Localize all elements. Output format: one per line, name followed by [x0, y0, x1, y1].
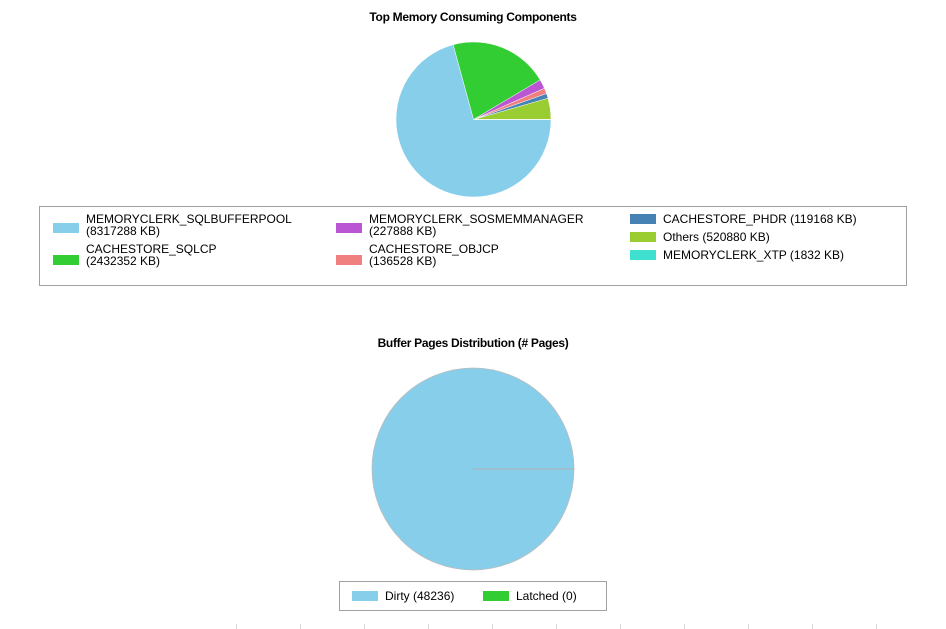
- tick-mark: [748, 624, 749, 629]
- legend-label: CACHESTORE_PHDR (119168 KB): [663, 212, 857, 226]
- legend-swatch: [630, 214, 656, 224]
- tick-mark: [364, 624, 365, 629]
- legend-swatch: [483, 591, 509, 601]
- tick-mark: [876, 624, 877, 629]
- legend-label: Dirty (48236): [385, 589, 455, 603]
- tick-mark: [812, 624, 813, 629]
- buffer-chart-legend: Dirty (48236) Latched (0): [339, 581, 607, 611]
- pie-slice-cachestore-sqlcp: [452, 41, 541, 120]
- bottom-tick-marks: [0, 624, 946, 629]
- tick-mark: [300, 624, 301, 629]
- tick-mark: [556, 624, 557, 629]
- buffer-pie-chart: [371, 367, 575, 571]
- legend-label: MEMORYCLERK_SQLBUFFERPOOL (8317288 KB): [86, 212, 292, 238]
- legend-label: CACHESTORE_SQLCP (2432352 KB): [86, 242, 217, 268]
- legend-label: MEMORYCLERK_SOSMEMMANAGER (227888 KB): [369, 212, 584, 238]
- tick-mark: [684, 624, 685, 629]
- legend-label: MEMORYCLERK_XTP (1832 KB): [663, 248, 844, 262]
- legend-label: Others (520880 KB): [663, 230, 770, 244]
- tick-mark: [620, 624, 621, 629]
- memory-chart-title: Top Memory Consuming Components: [369, 10, 577, 24]
- legend-swatch: [352, 591, 378, 601]
- legend-swatch: [336, 223, 362, 233]
- memory-chart-legend: MEMORYCLERK_SQLBUFFERPOOL (8317288 KB) C…: [39, 206, 907, 286]
- tick-mark: [428, 624, 429, 629]
- legend-label: CACHESTORE_OBJCP (136528 KB): [369, 242, 499, 268]
- tick-mark: [236, 624, 237, 629]
- pie-slice-memoryclerk-sqlbufferpool: [395, 44, 552, 198]
- legend-swatch: [630, 232, 656, 242]
- buffer-chart-title: Buffer Pages Distribution (# Pages): [377, 336, 569, 350]
- memory-pie-chart: [395, 41, 552, 198]
- legend-swatch: [53, 255, 79, 265]
- legend-swatch: [336, 255, 362, 265]
- legend-label: Latched (0): [516, 589, 577, 603]
- tick-mark: [492, 624, 493, 629]
- legend-swatch: [630, 250, 656, 260]
- legend-swatch: [53, 223, 79, 233]
